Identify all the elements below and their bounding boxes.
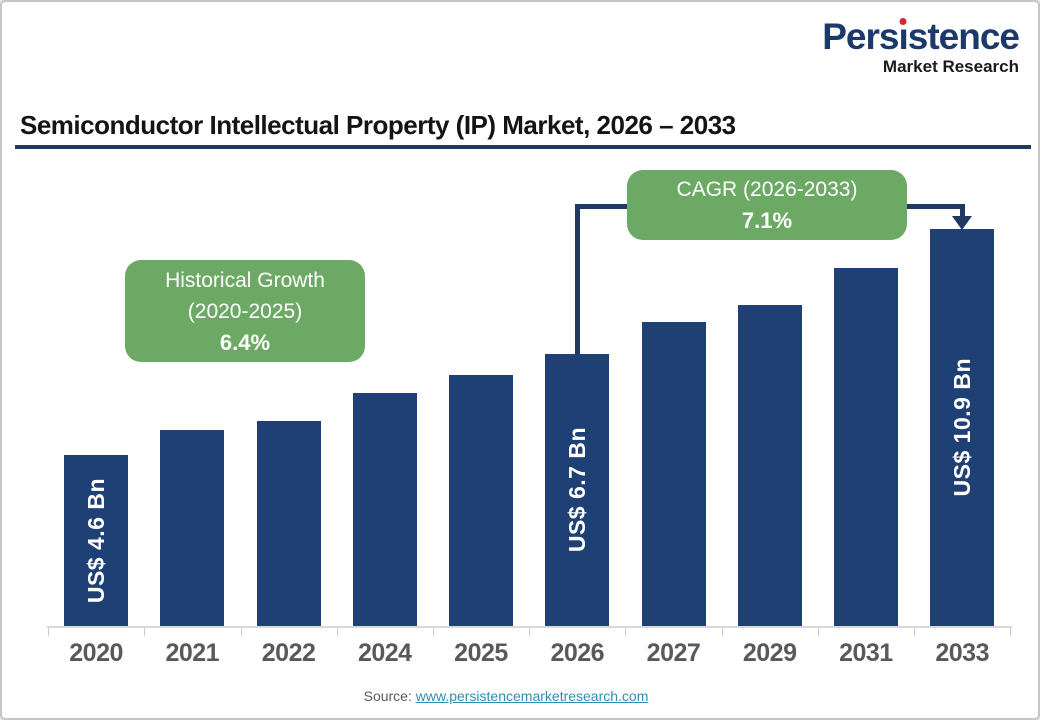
- bar-2025: [449, 375, 513, 626]
- axis-tick: [817, 628, 819, 636]
- axis-tick: [914, 628, 916, 636]
- source-line: Source: www.persistencemarketresearch.co…: [2, 688, 1010, 704]
- page-title: Semiconductor Intellectual Property (IP)…: [20, 110, 736, 140]
- cagr-arrowhead-icon: [952, 216, 972, 230]
- title-underline: [15, 145, 1031, 149]
- bar-2022: [256, 421, 321, 626]
- x-axis-label-2021: 2021: [165, 639, 220, 667]
- bar-2021: [160, 430, 225, 626]
- bar-2026: US$ 6.7 Bn: [545, 354, 610, 626]
- brand-wordmark-pre: Pers: [822, 16, 899, 57]
- cagr-value: 7.1%: [741, 208, 793, 233]
- x-axis-label-2033: 2033: [935, 639, 989, 667]
- bar-2024: [352, 393, 417, 626]
- cagr-line1: CAGR (2026-2033): [676, 178, 858, 201]
- cagr-arrow-stem: [960, 204, 965, 217]
- bar-2027: [641, 322, 706, 626]
- brand-logo: Persıstence Market Research: [822, 16, 1020, 76]
- brand-red-dot-i: ı: [898, 16, 908, 57]
- axis-tick: [625, 628, 627, 636]
- x-axis-label-2026: 2026: [550, 639, 605, 667]
- bar-2020: US$ 4.6 Bn: [64, 455, 129, 626]
- bar-2033: US$ 10.9 Bn: [930, 229, 995, 626]
- brand-tagline: Market Research: [882, 57, 1019, 76]
- cagr-badge: CAGR (2026-2033) 7.1%: [627, 170, 907, 240]
- historical-growth-badge: Historical Growth (2020-2025) 6.4%: [125, 260, 365, 362]
- x-axis-label-2020: 2020: [69, 639, 123, 667]
- axis-tick: [240, 628, 242, 636]
- historical-growth-line2: (2020-2025): [187, 299, 303, 323]
- source-label: Source:: [363, 688, 412, 704]
- bar-value-label-2026: US$ 6.7 Bn: [563, 427, 590, 553]
- x-axis-label-2022: 2022: [261, 639, 316, 667]
- cagr-connector-vertical-2026: [575, 204, 580, 354]
- x-axis-label-2031: 2031: [839, 639, 893, 667]
- axis-tick: [48, 628, 49, 636]
- axis-tick: [336, 628, 338, 636]
- bar-value-label-2033: US$ 10.9 Bn: [948, 358, 975, 497]
- bar-value-label-2020: US$ 4.6 Bn: [82, 477, 109, 604]
- axis-tick: [1010, 628, 1012, 636]
- axis-tick: [432, 628, 434, 636]
- axis-tick: [721, 628, 723, 636]
- x-axis-label-2027: 2027: [646, 639, 701, 667]
- bar-2031: [834, 268, 898, 626]
- axis-tick: [144, 628, 146, 636]
- x-axis-line: [47, 626, 1012, 628]
- brand-wordmark-post: stence: [907, 16, 1020, 57]
- x-axis-label-2029: 2029: [742, 639, 797, 667]
- axis-tick: [529, 628, 531, 636]
- source-link[interactable]: www.persistencemarketresearch.com: [415, 688, 649, 704]
- x-axis-label-2025: 2025: [454, 639, 508, 667]
- historical-growth-value: 6.4%: [219, 329, 271, 355]
- x-axis-label-2024: 2024: [357, 639, 412, 667]
- historical-growth-line1: Historical Growth: [165, 268, 325, 292]
- bar-2029: [737, 305, 802, 626]
- brand-wordmark: Persıstence: [822, 16, 1020, 57]
